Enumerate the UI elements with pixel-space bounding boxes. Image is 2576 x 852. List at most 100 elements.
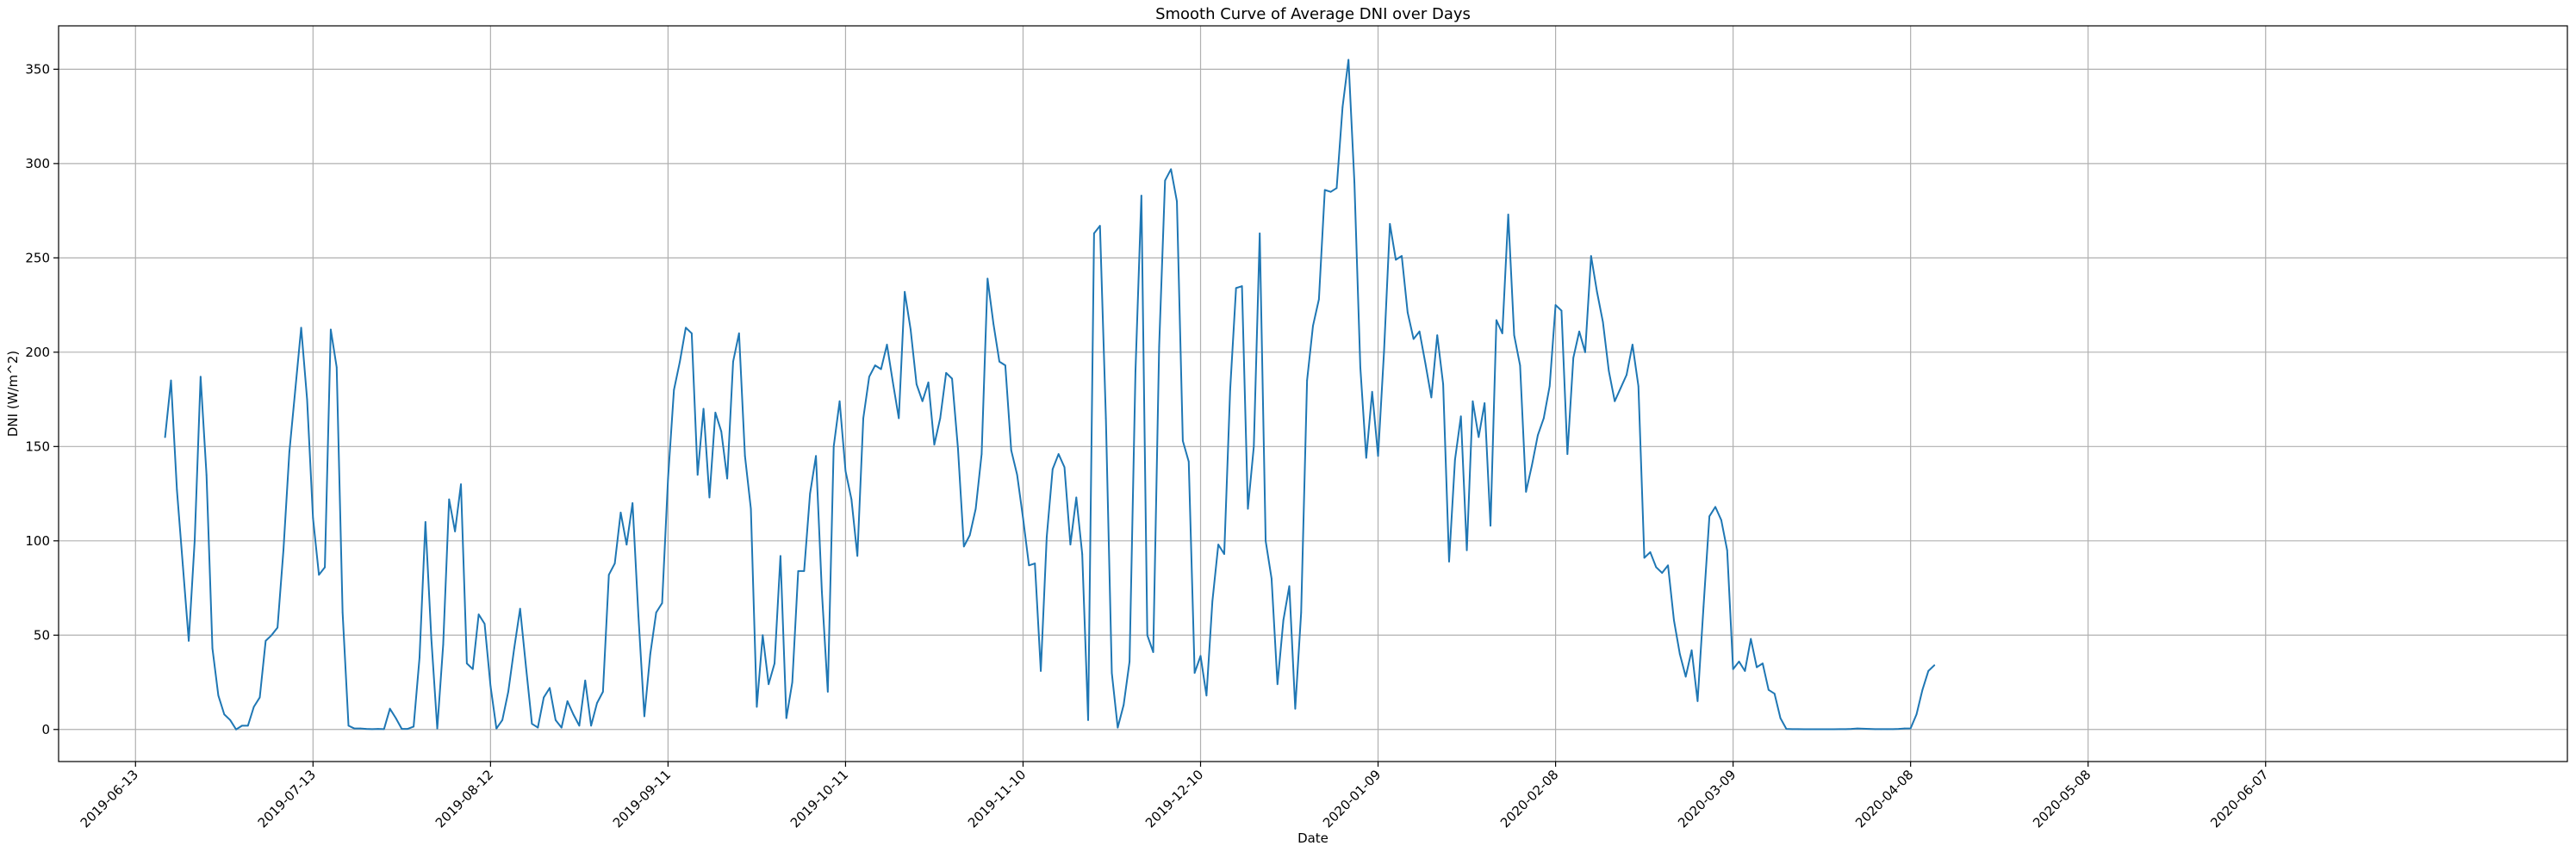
- data-point: [1211, 600, 1214, 602]
- data-point: [1323, 189, 1326, 191]
- data-point: [442, 644, 445, 646]
- data-point: [1726, 549, 1728, 551]
- data-point: [1750, 637, 1752, 640]
- y-axis-label: DNI (W/m^2): [5, 351, 21, 437]
- data-point: [999, 360, 1000, 363]
- data-point: [1389, 223, 1391, 225]
- data-point: [235, 728, 237, 731]
- data-point: [205, 474, 208, 476]
- data-point: [1909, 727, 1912, 730]
- data-point: [549, 687, 551, 689]
- data-point: [1317, 298, 1320, 301]
- data-point: [519, 607, 521, 610]
- data-point: [868, 376, 870, 378]
- data-point: [1820, 728, 1823, 731]
- data-point: [188, 639, 190, 642]
- y-axis-ticks: 0 50 100 150 200 250 300 350: [25, 61, 59, 737]
- data-point: [454, 530, 457, 532]
- data-point: [507, 691, 509, 693]
- data-point: [1063, 466, 1066, 469]
- data-point: [951, 377, 953, 380]
- data-point: [856, 555, 859, 557]
- data-point: [607, 574, 610, 576]
- data-point: [962, 545, 965, 548]
- data-point: [1111, 672, 1113, 674]
- data-point: [477, 613, 480, 616]
- y-tick-label: 50: [34, 627, 50, 643]
- data-point: [376, 728, 379, 731]
- data-point: [1448, 560, 1450, 563]
- data-point: [1519, 364, 1521, 367]
- data-point: [1046, 536, 1048, 538]
- data-point: [1140, 195, 1142, 196]
- data-point: [1347, 59, 1350, 61]
- data-point: [1383, 351, 1385, 353]
- data-point: [1081, 553, 1084, 556]
- data-point: [1199, 655, 1202, 657]
- y-tick-label: 350: [25, 61, 50, 77]
- y-tick-label: 300: [25, 156, 50, 171]
- data-point: [578, 725, 581, 727]
- data-point: [726, 477, 728, 480]
- data-point: [1826, 728, 1829, 731]
- data-point: [359, 727, 362, 730]
- data-point: [1868, 728, 1870, 731]
- data-point: [1484, 402, 1486, 404]
- data-point: [283, 549, 284, 551]
- data-point: [1123, 704, 1125, 706]
- data-point: [910, 328, 912, 331]
- data-point: [170, 379, 172, 382]
- data-point: [1117, 726, 1119, 729]
- data-point: [986, 277, 989, 280]
- data-point: [933, 444, 936, 446]
- data-point: [217, 694, 220, 697]
- data-point: [430, 637, 432, 640]
- data-point: [601, 691, 604, 693]
- data-point: [1087, 718, 1089, 721]
- data-point: [560, 726, 563, 729]
- data-point: [306, 398, 308, 401]
- data-point: [1187, 460, 1190, 463]
- data-point: [525, 666, 527, 669]
- data-point: [1856, 727, 1858, 730]
- data-point: [1773, 693, 1776, 695]
- data-point: [277, 626, 279, 629]
- data-point: [1135, 370, 1136, 372]
- data-point: [1655, 566, 1658, 569]
- data-point: [1548, 385, 1551, 388]
- data-point: [980, 453, 983, 455]
- data-point: [1756, 666, 1758, 669]
- y-tick-label: 150: [25, 438, 50, 454]
- data-point: [690, 333, 693, 334]
- data-point: [673, 389, 675, 391]
- data-point: [1453, 458, 1456, 461]
- data-point: [1501, 333, 1503, 334]
- data-point: [1927, 669, 1930, 672]
- data-point: [779, 555, 781, 557]
- data-point: [483, 623, 486, 625]
- data-point: [531, 723, 533, 725]
- data-point: [383, 728, 385, 731]
- data-point: [785, 717, 787, 719]
- data-point: [797, 569, 800, 572]
- data-point: [1051, 468, 1054, 470]
- data-point: [1401, 255, 1403, 258]
- data-point: [288, 451, 290, 453]
- y-tick-label: 0: [41, 722, 50, 737]
- y-gridlines: [59, 68, 2567, 731]
- data-point: [555, 718, 557, 721]
- data-point: [1874, 728, 1876, 731]
- series-line: [164, 59, 1936, 731]
- data-point: [1353, 181, 1355, 183]
- data-point: [886, 344, 888, 345]
- data-point: [1643, 557, 1646, 559]
- data-point: [1578, 330, 1580, 333]
- data-point: [1678, 653, 1681, 656]
- data-point: [353, 727, 356, 730]
- data-point: [312, 517, 314, 519]
- data-point: [1507, 214, 1509, 215]
- data-point: [1075, 496, 1078, 499]
- data-point: [1377, 455, 1379, 457]
- y-tick-label: 200: [25, 345, 50, 360]
- data-point: [1442, 383, 1444, 385]
